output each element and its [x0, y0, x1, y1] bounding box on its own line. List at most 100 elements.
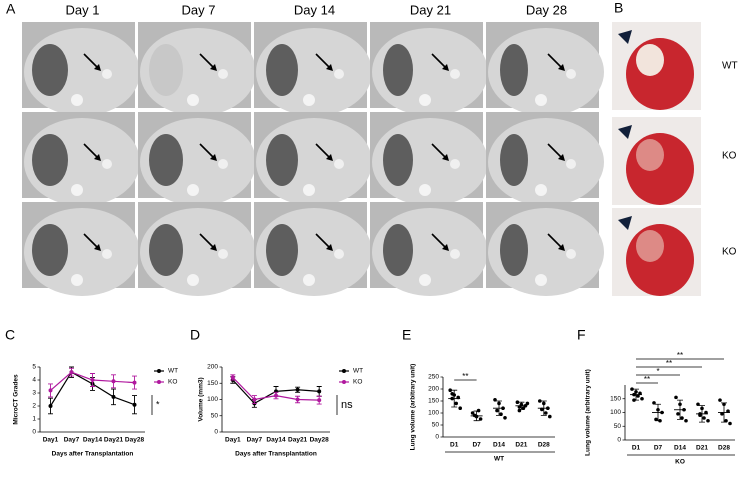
tissue [626, 133, 694, 205]
point [317, 389, 322, 394]
ct-image [370, 112, 488, 206]
tissue [626, 38, 694, 110]
dot [493, 398, 497, 402]
ct-spine [303, 184, 315, 196]
y-tick-label: 4 [32, 377, 36, 384]
arrow-head [326, 154, 333, 161]
ct-image [486, 202, 604, 296]
sd-bar [655, 403, 661, 422]
point [132, 402, 137, 407]
ct-lung [383, 224, 413, 276]
x-tick-label: D28 [718, 445, 730, 452]
tissue [626, 224, 694, 296]
ct-lung [500, 134, 528, 186]
dot [684, 418, 688, 423]
y-axis-label: Lung volume (arbitrary unit) [410, 364, 417, 451]
ct-node [566, 69, 576, 79]
arrow [431, 53, 447, 69]
dot [630, 387, 634, 391]
y-axis-label: MicroCT Grades [13, 374, 20, 425]
arrow [315, 143, 331, 159]
panel-letter: E [402, 327, 411, 343]
arrow-head [442, 154, 449, 161]
arrow [315, 233, 331, 249]
dot [458, 406, 463, 411]
arrow-head [210, 244, 217, 251]
photo-label: KO [722, 247, 737, 258]
panel-letter: F [577, 327, 586, 343]
ct-spine [71, 184, 83, 196]
legend-marker [157, 369, 161, 373]
dot [724, 418, 728, 423]
arrow [431, 233, 447, 249]
dot [704, 410, 708, 415]
point [111, 379, 116, 384]
x-tick-label: Day28 [125, 437, 145, 444]
dot [503, 416, 507, 420]
significance-label: ** [677, 351, 683, 360]
dot [478, 417, 483, 421]
y-tick-label: 1 [32, 416, 36, 423]
dot [636, 394, 640, 398]
y-tick-label: 100 [610, 409, 621, 416]
arrowhead-marker [618, 30, 632, 44]
panel-letter: A [6, 1, 16, 17]
dot [476, 408, 481, 413]
dot [454, 401, 459, 406]
ct-lung [383, 44, 413, 96]
arrow [431, 143, 447, 159]
arrowhead-marker [618, 125, 632, 139]
arrow [199, 53, 215, 69]
dot [676, 412, 680, 416]
arrow [83, 143, 99, 159]
y-tick-label: 100 [428, 410, 439, 417]
sd-bar [518, 401, 525, 410]
y-tick-label: 200 [428, 386, 439, 393]
ct-spine [187, 274, 199, 286]
dot [720, 412, 724, 416]
ct-spine [187, 184, 199, 196]
ct-node [566, 249, 576, 259]
sd-bar [677, 399, 683, 420]
ct-lung [149, 134, 183, 186]
ct-node [566, 159, 576, 169]
y-axis-label: Volume (mm3) [198, 377, 205, 421]
ct-lung [32, 224, 68, 276]
dot [544, 411, 548, 415]
ct-lung [32, 44, 68, 96]
sd-bar [633, 388, 639, 401]
day-label: Day 28 [526, 2, 567, 17]
ct-image [370, 202, 488, 296]
ct-lung [266, 134, 298, 186]
significance-label: * [656, 367, 659, 376]
ct-image [22, 112, 140, 206]
y-tick-label: 50 [432, 422, 440, 429]
ct-node [450, 159, 460, 169]
ct-image [138, 22, 256, 116]
y-tick-label: 2 [32, 403, 36, 410]
sd-bar [473, 410, 480, 422]
point [132, 380, 137, 385]
ct-node [450, 249, 460, 259]
arrow [199, 233, 215, 249]
group-label: KO [675, 459, 685, 466]
y-tick-label: 0 [214, 429, 218, 436]
panel-letter: C [5, 327, 15, 343]
x-tick-label: D14 [674, 445, 686, 452]
ct-node [218, 249, 228, 259]
arrow [83, 53, 99, 69]
ct-node [102, 249, 112, 259]
legend-marker [157, 380, 161, 384]
day-label: Day 14 [294, 2, 335, 17]
x-axis-label: Days after Transplantation [235, 451, 317, 458]
dot [680, 416, 684, 420]
tissue-highlight [636, 139, 664, 171]
y-tick-label: 150 [207, 380, 218, 387]
dot [640, 396, 644, 401]
x-tick-label: Day21 [104, 437, 124, 444]
point [69, 370, 74, 375]
dot [696, 402, 700, 407]
dot [718, 398, 722, 402]
ct-spine [187, 94, 199, 106]
arrow [199, 143, 215, 159]
